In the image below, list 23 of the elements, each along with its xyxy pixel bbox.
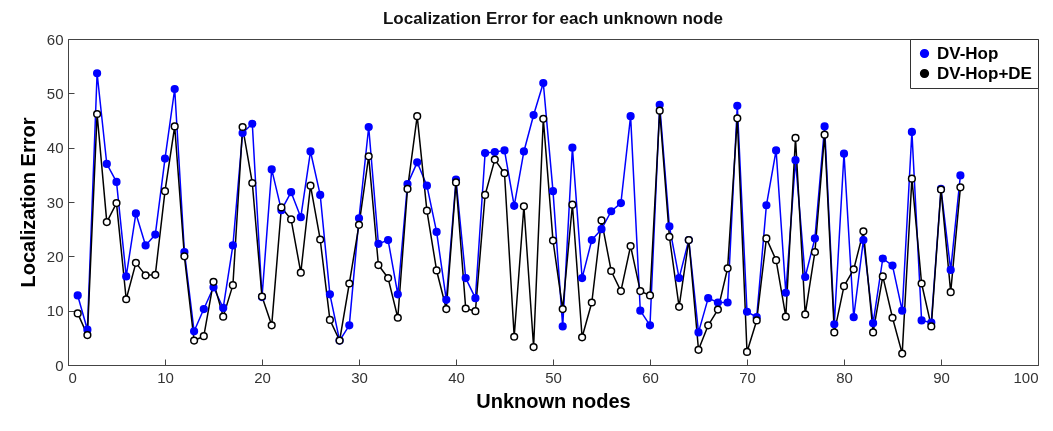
x-tick-label: 40 bbox=[448, 368, 465, 386]
y-tick-label: 60 bbox=[46, 30, 64, 48]
y-tick-label: 30 bbox=[46, 193, 64, 211]
y-axis-title: Localization Error bbox=[16, 117, 39, 288]
x-tick-label: 90 bbox=[933, 368, 950, 386]
y-tick-label: 20 bbox=[46, 247, 64, 265]
x-tick-label: 0 bbox=[68, 368, 77, 386]
legend-label: DV-Hop bbox=[937, 43, 999, 63]
x-tick-label: 50 bbox=[545, 368, 562, 386]
x-tick-label: 10 bbox=[157, 368, 174, 386]
x-tick-label: 70 bbox=[739, 368, 756, 386]
chart-title: Localization Error for each unknown node bbox=[382, 9, 724, 28]
y-tick-label: 0 bbox=[55, 356, 64, 374]
x-tick-label: 30 bbox=[351, 368, 368, 386]
y-tick-label: 50 bbox=[46, 84, 64, 102]
y-tick-label: 10 bbox=[46, 302, 64, 320]
legend-label: DV-Hop+DE bbox=[937, 63, 1032, 83]
x-tick-label: 60 bbox=[642, 368, 659, 386]
x-tick-label: 20 bbox=[254, 368, 271, 386]
x-axis-title: Unknown nodes bbox=[476, 389, 631, 412]
x-tick-label: 100 bbox=[1013, 368, 1039, 386]
y-tick-label: 40 bbox=[46, 139, 64, 157]
x-tick-label: 80 bbox=[836, 368, 853, 386]
